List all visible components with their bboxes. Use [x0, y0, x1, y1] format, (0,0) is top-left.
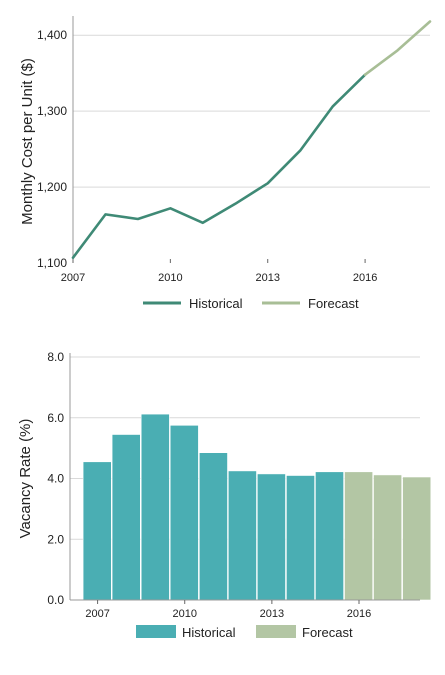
- y-tick-label: 8.0: [47, 350, 64, 364]
- x-tick-label: 2010: [172, 608, 196, 620]
- bar-historical: [82, 461, 112, 601]
- x-tick-label: 2007: [85, 608, 109, 620]
- series-line-forecast: [363, 20, 432, 76]
- x-tick-label: 2016: [353, 272, 377, 284]
- legend-label-historical: Historical: [189, 296, 243, 311]
- legend-label-historical: Historical: [182, 625, 236, 640]
- y-axis-title: Vacancy Rate (%): [17, 419, 34, 539]
- y-tick-label: 1,200: [37, 180, 67, 194]
- bar-historical: [315, 471, 344, 601]
- legend-label-forecast: Forecast: [302, 625, 353, 640]
- bar-historical: [199, 452, 228, 601]
- legend-swatch-historical: [136, 625, 176, 638]
- y-tick-label: 4.0: [47, 472, 64, 486]
- x-tick-label: 2010: [158, 272, 182, 284]
- x-tick-label: 2013: [255, 272, 279, 284]
- bar-forecast: [402, 476, 432, 601]
- x-tick-label: 2016: [347, 608, 371, 620]
- y-axis-title: Monthly Cost per Unit ($): [19, 58, 36, 225]
- y-tick-label: 6.0: [47, 411, 64, 425]
- y-tick-label: 1,100: [37, 256, 67, 270]
- legend-label-forecast: Forecast: [308, 296, 359, 311]
- series-line-historical: [71, 73, 367, 260]
- bar-historical: [169, 424, 199, 601]
- bar-forecast: [344, 471, 374, 601]
- y-tick-label: 0.0: [47, 593, 64, 607]
- x-tick-label: 2007: [61, 272, 85, 284]
- legend-swatch-forecast: [256, 625, 296, 638]
- y-tick-label: 1,400: [37, 28, 67, 42]
- bar-historical: [228, 470, 257, 601]
- bar-historical: [111, 434, 141, 601]
- bar-forecast: [373, 474, 403, 601]
- x-tick-label: 2013: [260, 608, 284, 620]
- bar-historical: [286, 475, 315, 601]
- y-tick-label: 1,300: [37, 104, 67, 118]
- bar-historical: [256, 473, 286, 601]
- bar-historical: [140, 413, 170, 601]
- y-tick-label: 2.0: [47, 532, 64, 546]
